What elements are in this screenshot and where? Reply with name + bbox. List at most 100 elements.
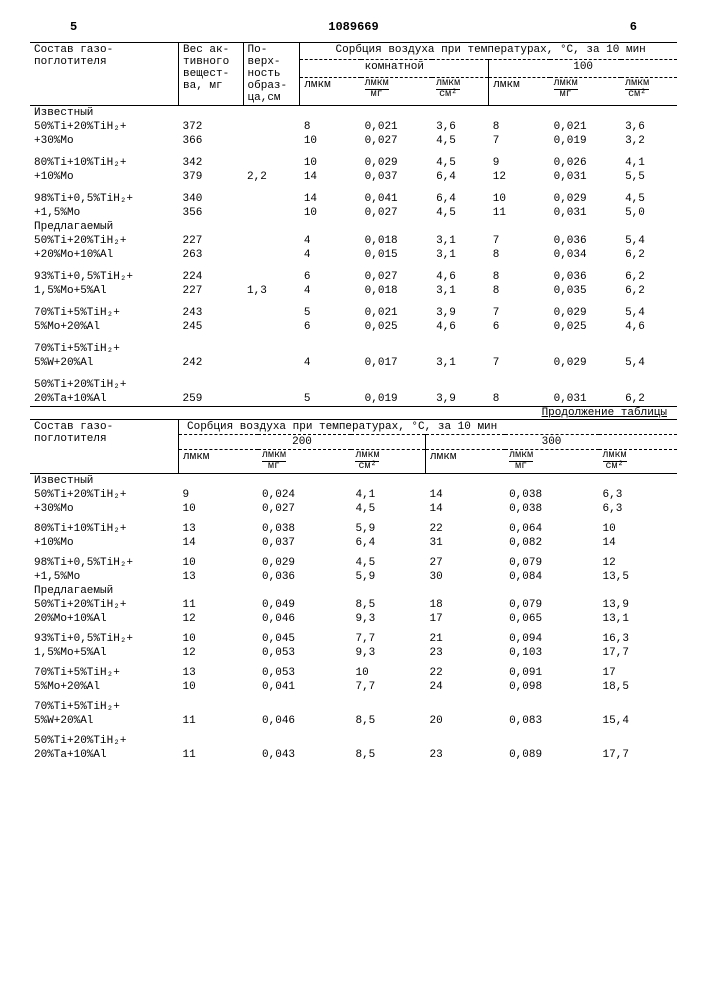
hdr-composition: Состав газо- поглотителя bbox=[30, 43, 179, 106]
cell-d: 8 bbox=[489, 284, 550, 298]
cell-c: 5,9 bbox=[351, 570, 425, 584]
cell-weight bbox=[179, 378, 244, 392]
cell-comp: 5%Mo+20%Al bbox=[30, 680, 179, 694]
cell-a: 11 bbox=[179, 714, 259, 728]
cell-surface bbox=[243, 192, 300, 206]
cell-c bbox=[432, 342, 489, 356]
cell-e: 0,065 bbox=[505, 612, 598, 626]
unit2-lmkm-cm2-1: лмкмсм² bbox=[351, 450, 425, 474]
cell-b: 0,029 bbox=[361, 156, 432, 170]
cell-comp: 93%Ti+0,5%TiH₂+ bbox=[30, 632, 179, 646]
table-row: +30%Mo100,0274,5140,0386,3 bbox=[30, 502, 677, 516]
cell-f: 16,3 bbox=[599, 632, 677, 646]
unit2-lmkm-2: лмкм bbox=[426, 450, 506, 474]
cell-b: 0,027 bbox=[361, 270, 432, 284]
cell-e: 0,029 bbox=[550, 192, 621, 206]
cell-a: 11 bbox=[179, 598, 259, 612]
cell-d bbox=[489, 342, 550, 356]
cell-c: 4,5 bbox=[432, 134, 489, 148]
table-row: 80%Ti+10%TiH₂+342100,0294,590,0264,1 bbox=[30, 156, 677, 170]
table-row: 50%Ti+20%TiH₂+90,0244,1140,0386,3 bbox=[30, 488, 677, 502]
table-row: 80%Ti+10%TiH₂+130,0385,9220,06410 bbox=[30, 522, 677, 536]
cell-f: 5,5 bbox=[621, 170, 677, 184]
cell-e: 0,029 bbox=[550, 306, 621, 320]
table-row: 70%Ti+5%TiH₂+ bbox=[30, 700, 677, 714]
table-row: 20%Mo+10%Al120,0469,3170,06513,1 bbox=[30, 612, 677, 626]
cell-e: 0,021 bbox=[550, 120, 621, 134]
cell-weight: 263 bbox=[179, 248, 244, 262]
table-row: 70%Ti+5%TiH₂+130,05310220,09117 bbox=[30, 666, 677, 680]
cell-c: 7,7 bbox=[351, 680, 425, 694]
cell-comp: 70%Ti+5%TiH₂+ bbox=[30, 700, 179, 714]
unit2-lmkm-mg-2: лмкммг bbox=[505, 450, 598, 474]
cell-comp: 50%Ti+20%TiH₂+ bbox=[30, 120, 179, 134]
cell-d: 9 bbox=[489, 156, 550, 170]
cell-c: 6,4 bbox=[432, 170, 489, 184]
cell-c: 5,9 bbox=[351, 522, 425, 536]
cell-e: 0,038 bbox=[505, 488, 598, 502]
unit2-lmkm-1: лмкм bbox=[179, 450, 259, 474]
cell-weight: 224 bbox=[179, 270, 244, 284]
cell-c: 6,4 bbox=[432, 192, 489, 206]
cell-d: 7 bbox=[489, 306, 550, 320]
cell-b bbox=[258, 734, 351, 748]
cell-d: 18 bbox=[426, 598, 506, 612]
cell-c: 3,1 bbox=[432, 284, 489, 298]
unit-lmkm-mg-1: лмкммг bbox=[361, 77, 432, 105]
cell-surface bbox=[243, 206, 300, 220]
cell-e: 0,031 bbox=[550, 392, 621, 407]
cell-c: 3,6 bbox=[432, 120, 489, 134]
cell-e: 0,089 bbox=[505, 748, 598, 762]
cell-f: 12 bbox=[599, 556, 677, 570]
table-row: 98%Ti+0,5%TiH₂+100,0294,5270,07912 bbox=[30, 556, 677, 570]
cell-c: 4,5 bbox=[351, 556, 425, 570]
cell-surface bbox=[243, 248, 300, 262]
cell-c: 4,1 bbox=[351, 488, 425, 502]
cell-comp: 1,5%Mo+5%Al bbox=[30, 646, 179, 660]
cell-b: 0,043 bbox=[258, 748, 351, 762]
cell-a bbox=[179, 700, 259, 714]
cell-f: 13,5 bbox=[599, 570, 677, 584]
table-row: 50%Ti+20%TiH₂+22740,0183,170,0365,4 bbox=[30, 234, 677, 248]
cell-f: 13,1 bbox=[599, 612, 677, 626]
cell-comp: 5%W+20%Al bbox=[30, 356, 179, 370]
cell-comp: 50%Ti+20%TiH₂+ bbox=[30, 598, 179, 612]
cell-d: 30 bbox=[426, 570, 506, 584]
cell-comp: 50%Ti+20%TiH₂+ bbox=[30, 234, 179, 248]
cell-a: 14 bbox=[300, 170, 361, 184]
cell-b: 0,027 bbox=[361, 134, 432, 148]
cell-d: 24 bbox=[426, 680, 506, 694]
cell-e: 0,026 bbox=[550, 156, 621, 170]
cell-a: 4 bbox=[300, 356, 361, 370]
cell-comp: +1,5%Mo bbox=[30, 206, 179, 220]
cell-e: 0,079 bbox=[505, 556, 598, 570]
cell-d: 27 bbox=[426, 556, 506, 570]
hdr2-200: 200 bbox=[179, 435, 426, 450]
unit-lmkm-cm2-2: лмкмсм² bbox=[621, 77, 677, 105]
table-row: 93%Ti+0,5%TiH₂+22460,0274,680,0366,2 bbox=[30, 270, 677, 284]
table-row: +20%Mo+10%Al26340,0153,180,0346,2 bbox=[30, 248, 677, 262]
cell-e bbox=[505, 700, 598, 714]
cell-c: 3,1 bbox=[432, 248, 489, 262]
page-right: 6 bbox=[630, 20, 637, 34]
cell-f: 5,4 bbox=[621, 306, 677, 320]
hdr-sorption-group: Сорбция воздуха при температурах, °С, за… bbox=[300, 43, 677, 60]
cell-e: 0,038 bbox=[505, 502, 598, 516]
cell-f bbox=[599, 734, 677, 748]
cell-a: 12 bbox=[179, 646, 259, 660]
doc-number: 1089669 bbox=[77, 20, 630, 34]
cell-weight: 372 bbox=[179, 120, 244, 134]
cell-f bbox=[599, 700, 677, 714]
cell-c: 7,7 bbox=[351, 632, 425, 646]
cell-b: 0,029 bbox=[258, 556, 351, 570]
table-row: 50%Ti+20%TiH₂+ bbox=[30, 734, 677, 748]
cell-f: 6,2 bbox=[621, 270, 677, 284]
unit2-lmkm-cm2-2: лмкмсм² bbox=[599, 450, 677, 474]
cell-f: 6,3 bbox=[599, 502, 677, 516]
cell-f: 18,5 bbox=[599, 680, 677, 694]
cell-c: 4,5 bbox=[432, 156, 489, 170]
hdr2-300: 300 bbox=[426, 435, 677, 450]
cell-comp: 70%Ti+5%TiH₂+ bbox=[30, 666, 179, 680]
cell-a: 10 bbox=[179, 632, 259, 646]
cell-e: 0,079 bbox=[505, 598, 598, 612]
